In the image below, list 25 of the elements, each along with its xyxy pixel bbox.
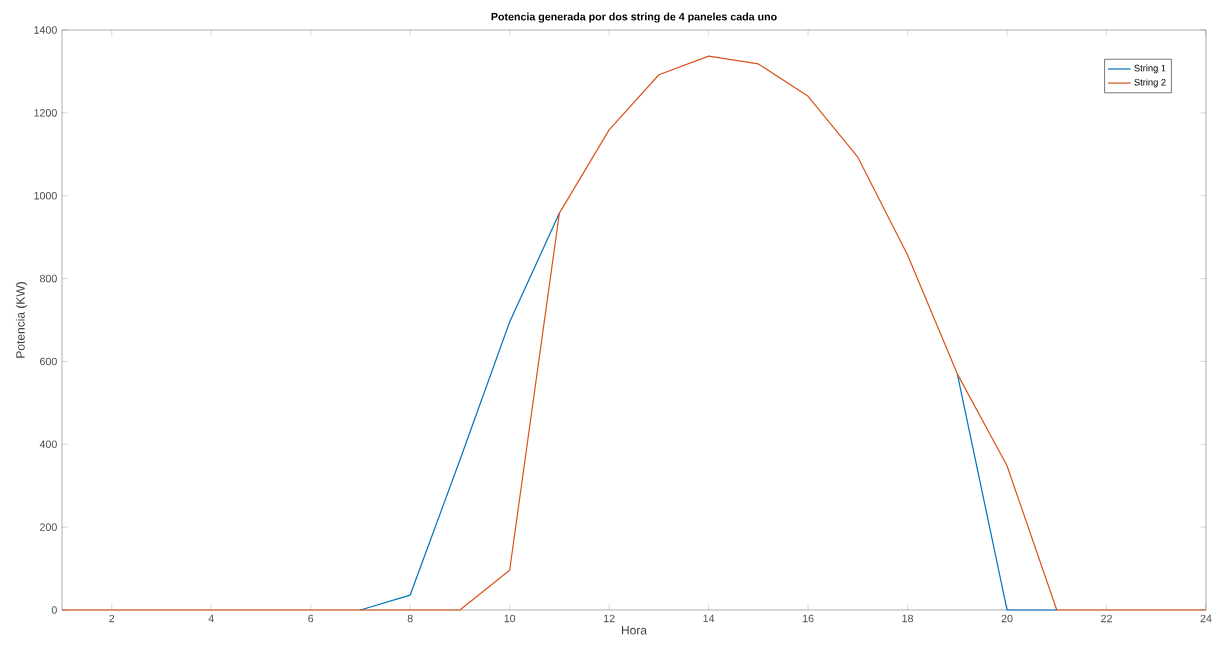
legend-label: String 1: [1134, 64, 1166, 74]
x-tick-label: 16: [802, 614, 814, 623]
x-tick-label: 6: [308, 614, 314, 623]
x-axis-title: Hora: [621, 626, 647, 635]
x-tick-label: 22: [1101, 614, 1112, 623]
y-tick-label: 0: [51, 606, 57, 614]
chart-title: Potencia generada por dos string de 4 paneles cada uno: [491, 12, 777, 23]
y-axis-title: Potencia (KW): [15, 282, 28, 358]
x-tick-label: 4: [208, 614, 214, 623]
x-tick-label: 8: [407, 614, 413, 623]
x-tick-label: 12: [604, 614, 615, 623]
y-tick-label: 800: [39, 274, 57, 283]
x-tick-label: 10: [504, 614, 516, 623]
y-tick-label: 400: [39, 440, 57, 449]
y-tick-label: 600: [40, 357, 57, 366]
y-tick-label: 1000: [34, 191, 57, 200]
x-tick-label: 2: [109, 614, 115, 623]
x-tick-label: 24: [1200, 614, 1212, 623]
legend-label: String 2: [1134, 78, 1166, 88]
x-tick-label: 14: [703, 614, 715, 623]
y-tick-label: 1200: [34, 109, 57, 117]
y-tick-label: 200: [40, 523, 57, 531]
x-tick-label: 18: [902, 614, 914, 623]
x-tick-label: 20: [1001, 614, 1013, 623]
y-tick-label: 1400: [34, 26, 57, 34]
